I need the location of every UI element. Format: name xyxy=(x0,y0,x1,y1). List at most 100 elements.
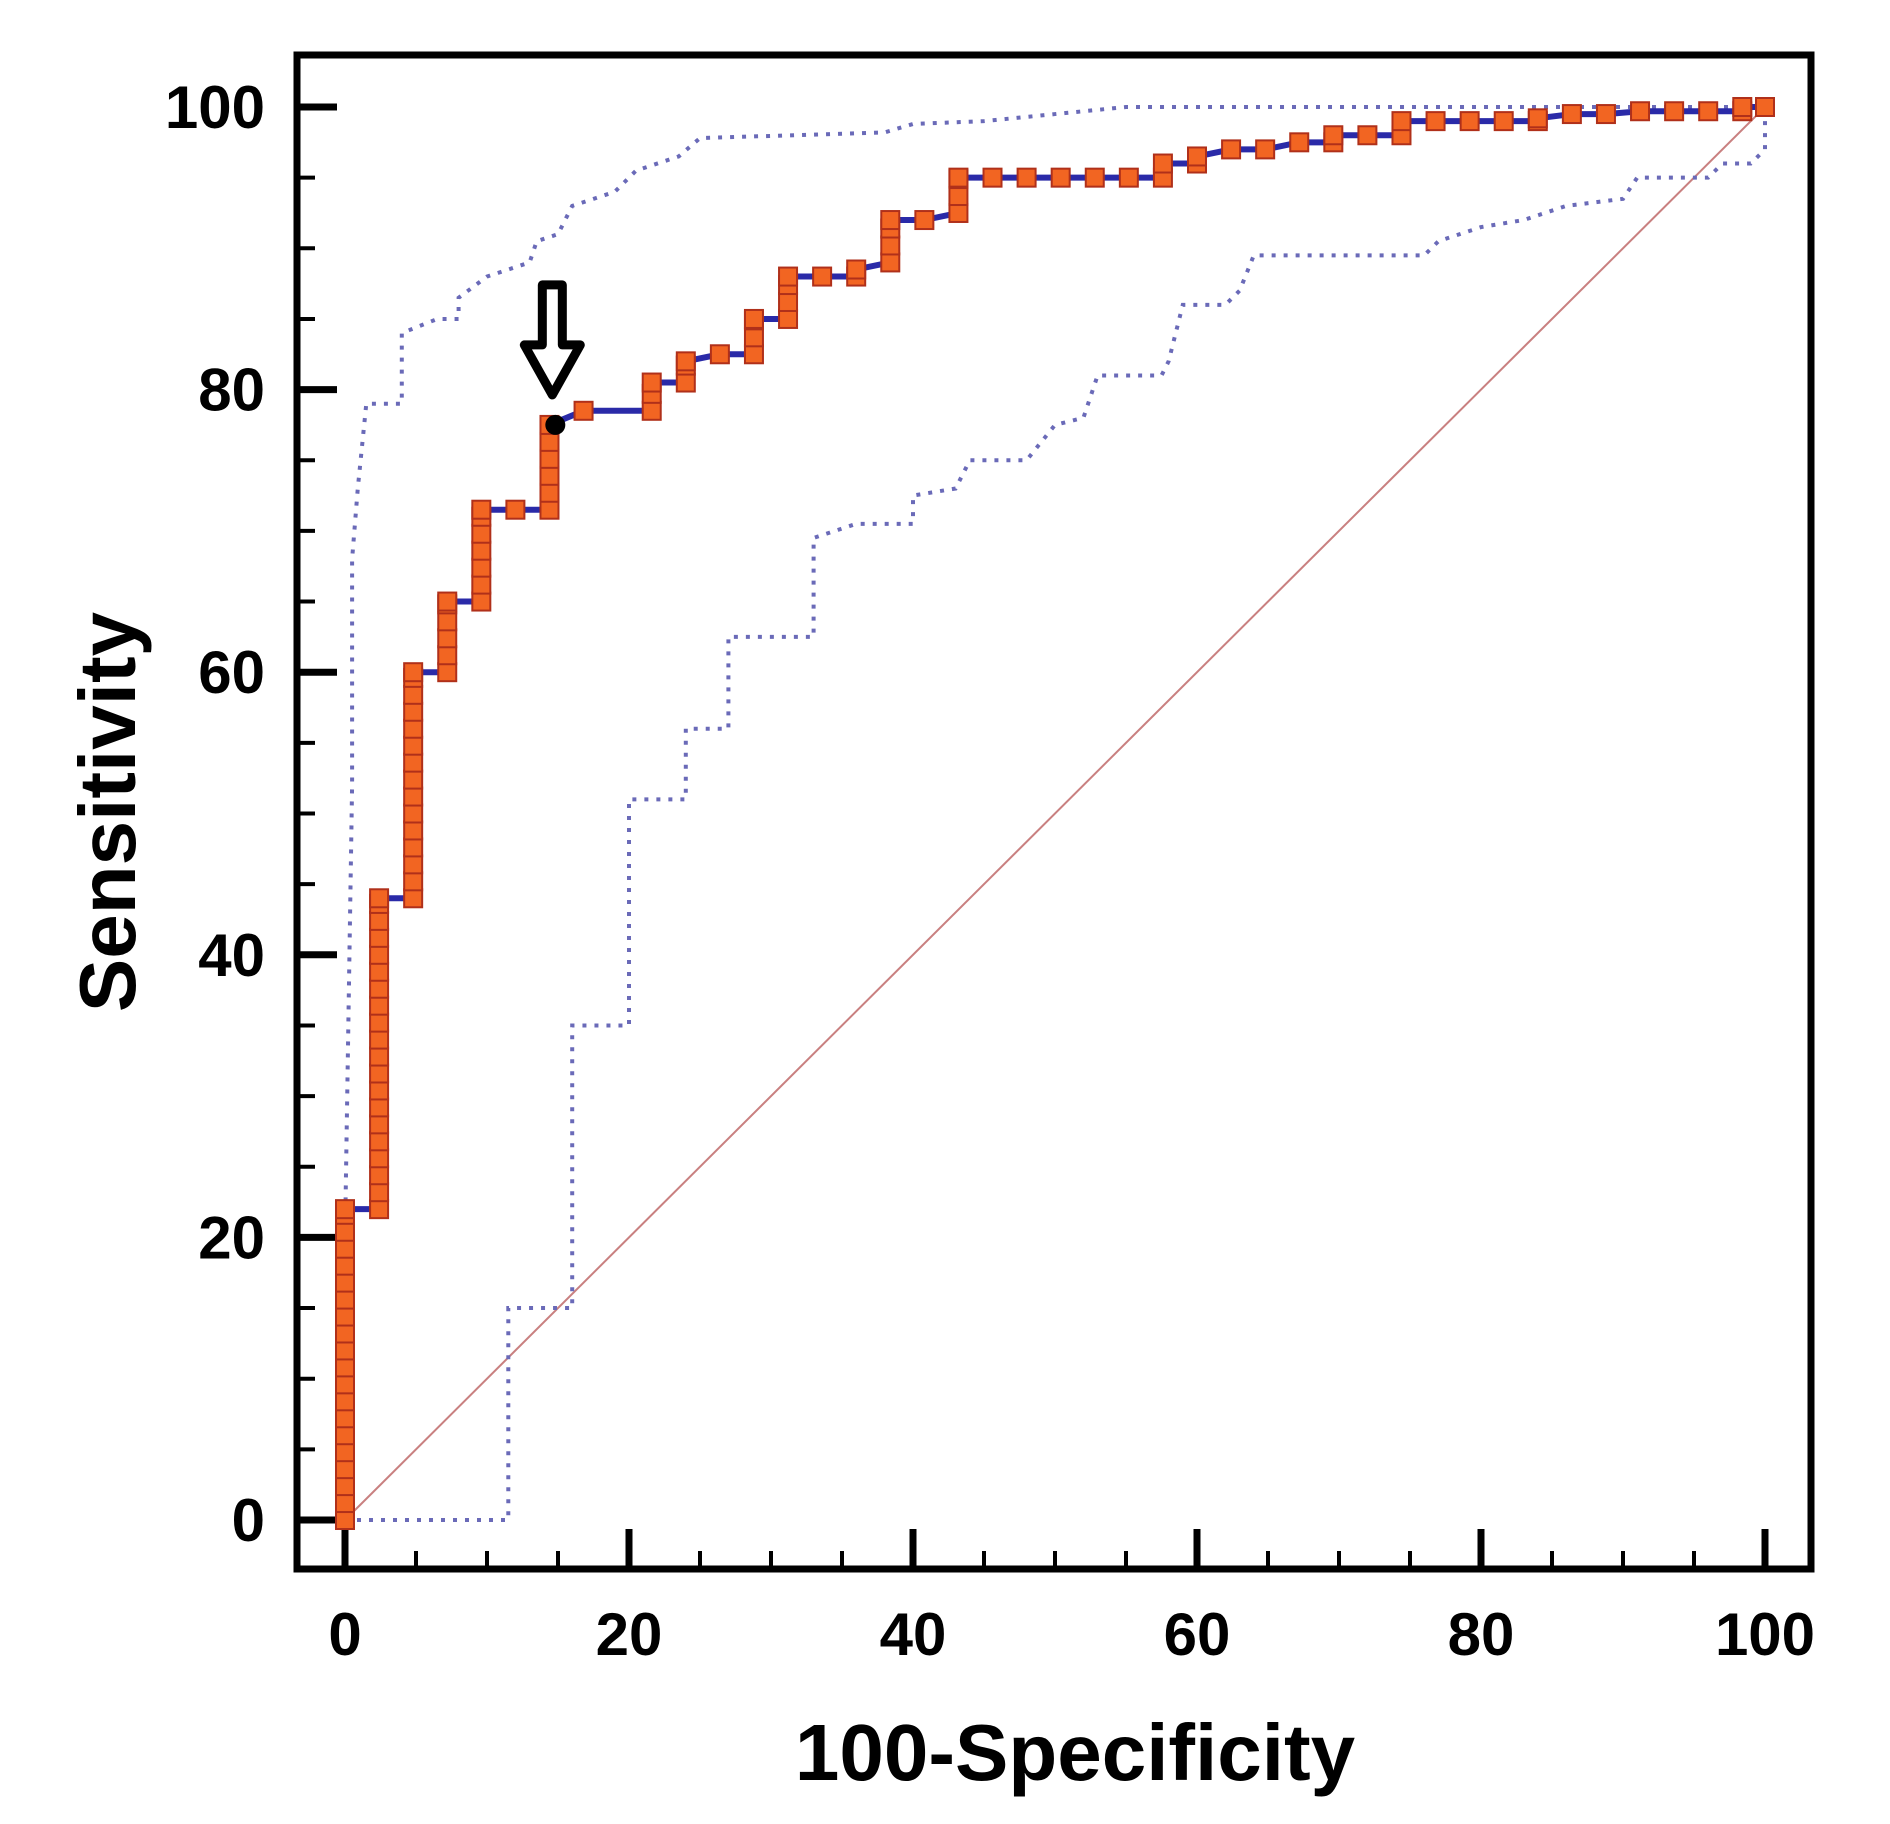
roc-point-marker xyxy=(437,611,458,632)
roc-point-marker xyxy=(812,266,833,287)
roc-point-marker xyxy=(1755,97,1775,117)
lower-ci-line xyxy=(345,107,1767,1522)
roc-point-marker xyxy=(369,1029,390,1050)
roc-point-marker xyxy=(403,854,424,875)
roc-point-marker xyxy=(709,344,730,365)
roc-point-marker xyxy=(369,1182,390,1203)
roc-point-marker xyxy=(369,1012,390,1033)
roc-point-marker xyxy=(369,1063,390,1084)
roc-point-marker xyxy=(369,961,390,982)
roc-point-marker xyxy=(471,574,492,595)
roc-point-marker xyxy=(437,662,458,683)
roc-point-marker xyxy=(1357,125,1378,146)
y-tick-label: 20 xyxy=(198,1204,265,1271)
roc-point-marker xyxy=(369,1148,390,1169)
roc-point-marker xyxy=(437,628,458,649)
roc-point-marker xyxy=(505,499,526,520)
roc-point-marker xyxy=(403,752,424,773)
roc-point-marker xyxy=(948,186,969,207)
x-tick-label: 40 xyxy=(880,1601,947,1668)
roc-point-marker xyxy=(403,718,424,739)
roc-point-marker xyxy=(335,1255,355,1276)
roc-point-marker xyxy=(471,523,492,544)
roc-point-marker xyxy=(1391,111,1412,132)
roc-point-marker xyxy=(1016,167,1037,188)
roc-point-marker xyxy=(335,1340,355,1361)
roc-point-marker xyxy=(335,1442,355,1463)
x-tick-label: 60 xyxy=(1164,1601,1231,1668)
roc-point-marker xyxy=(1289,132,1310,153)
roc-point-marker xyxy=(403,769,424,790)
roc-point-marker xyxy=(369,927,390,948)
roc-point-marker xyxy=(675,372,696,393)
x-axis-label: 100-Specificity xyxy=(795,1708,1356,1797)
roc-point-marker xyxy=(335,1408,355,1429)
roc-point-marker xyxy=(539,431,560,452)
roc-point-marker xyxy=(471,591,492,612)
roc-point-marker xyxy=(1050,167,1071,188)
x-tick-label: 80 xyxy=(1448,1601,1515,1668)
roc-point-marker xyxy=(778,308,799,329)
roc-point-marker xyxy=(403,820,424,841)
arrow-down-icon xyxy=(519,280,585,400)
y-tick-label: 40 xyxy=(198,922,265,989)
roc-point-marker xyxy=(335,1510,355,1530)
roc-point-marker xyxy=(335,1272,355,1293)
roc-point-marker xyxy=(335,1238,355,1259)
roc-point-marker xyxy=(437,645,458,666)
roc-point-marker xyxy=(1561,104,1582,125)
roc-point-marker xyxy=(1255,139,1276,160)
roc-point-marker xyxy=(403,684,424,705)
roc-point-marker xyxy=(335,1391,355,1412)
roc-point-marker xyxy=(335,1199,355,1220)
roc-point-marker xyxy=(403,871,424,892)
roc-point-marker xyxy=(743,308,764,329)
y-tick-label: 100 xyxy=(165,74,265,141)
roc-point-marker xyxy=(743,327,764,348)
roc-point-marker xyxy=(1527,108,1548,129)
roc-point-marker xyxy=(471,540,492,561)
roc-point-marker xyxy=(403,888,424,909)
x-tick-label: 0 xyxy=(328,1601,361,1668)
roc-point-marker xyxy=(778,291,799,312)
roc-point-marker xyxy=(403,735,424,756)
roc-point-marker xyxy=(1187,146,1207,167)
roc-point-marker xyxy=(1084,167,1105,188)
roc-point-marker xyxy=(369,944,390,965)
roc-point-marker xyxy=(369,995,390,1016)
roc-point-marker xyxy=(369,1097,390,1118)
roc-point-marker xyxy=(335,1289,355,1310)
roc-point-marker xyxy=(1493,111,1514,132)
roc-point-marker xyxy=(641,372,662,393)
roc-point-marker xyxy=(1698,101,1719,122)
roc-point-marker xyxy=(1664,101,1685,122)
roc-point-marker xyxy=(335,1323,355,1344)
roc-point-marker xyxy=(880,252,901,273)
roc-point-marker xyxy=(335,1425,355,1446)
arrow-down-shape xyxy=(519,280,585,400)
roc-point-marker xyxy=(437,591,458,612)
roc-point-marker xyxy=(403,701,424,722)
roc-point-marker xyxy=(539,448,560,469)
reference-diagonal-line xyxy=(344,106,1766,1521)
roc-point-marker xyxy=(846,259,867,280)
roc-point-marker xyxy=(573,400,594,421)
roc-point-marker xyxy=(675,351,696,372)
roc-point-marker xyxy=(369,910,390,931)
roc-point-marker xyxy=(369,1131,390,1152)
y-tick-label: 0 xyxy=(232,1487,265,1554)
optimal-cutoff-point xyxy=(545,414,566,435)
roc-point-marker xyxy=(880,210,901,231)
roc-point-marker xyxy=(1459,111,1480,132)
y-axis-label: Sensitivity xyxy=(63,611,152,1012)
roc-point-marker xyxy=(369,1046,390,1067)
roc-point-marker xyxy=(1425,111,1446,132)
roc-point-marker xyxy=(641,400,662,421)
roc-point-marker xyxy=(539,499,560,520)
roc-point-marker xyxy=(1221,139,1242,160)
roc-point-marker xyxy=(539,482,560,503)
roc-point-marker xyxy=(369,1080,390,1101)
roc-point-marker xyxy=(1630,101,1651,122)
roc-point-marker xyxy=(539,465,560,486)
roc-point-marker xyxy=(335,1493,355,1514)
